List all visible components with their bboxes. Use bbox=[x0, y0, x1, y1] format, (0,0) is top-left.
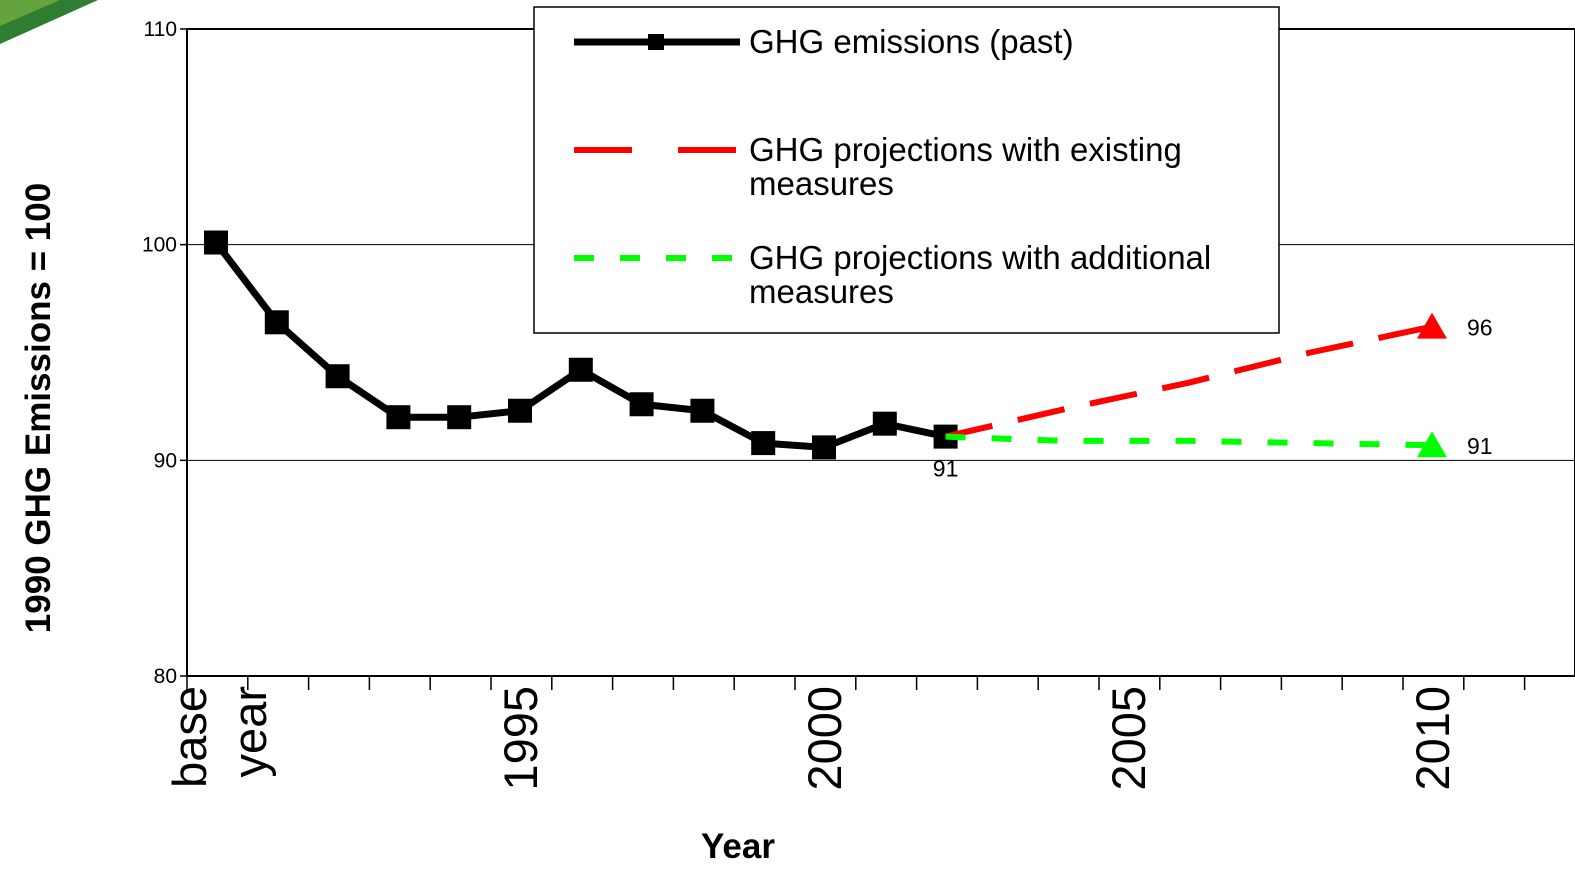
annotations: 91 96 91 bbox=[933, 315, 1493, 482]
value-annotation: 91 bbox=[1467, 433, 1493, 459]
data-point-marker bbox=[690, 398, 715, 423]
series-line-1 bbox=[944, 323, 1433, 440]
corner-logo-highlight bbox=[0, 0, 60, 26]
legend-label-2: GHG projections with additional measures bbox=[749, 239, 1211, 310]
data-point-marker bbox=[325, 364, 350, 389]
data-point-marker bbox=[508, 398, 532, 423]
data-point-marker bbox=[629, 392, 654, 417]
data-point-marker bbox=[812, 435, 836, 460]
data-point-marker bbox=[264, 310, 289, 335]
data-point-marker bbox=[386, 405, 411, 430]
legend-box bbox=[533, 6, 1280, 334]
legend-label-1: GHG projections with existing measures bbox=[749, 131, 1182, 202]
x-tick-label: 2010 bbox=[1406, 686, 1459, 791]
x-tick-label: 2005 bbox=[1102, 686, 1155, 791]
y-tick-label: 110 bbox=[144, 18, 177, 41]
series bbox=[204, 230, 1447, 460]
value-annotation: 91 bbox=[933, 456, 959, 482]
x-tick-label: 2000 bbox=[798, 686, 851, 791]
axes: 80 90 100 110 base year 1995 2000 2005 2010 bbox=[142, 18, 1526, 791]
series-line-2 bbox=[945, 433, 1433, 449]
x-tick-label: 1995 bbox=[494, 686, 547, 791]
legend-label-0: GHG emissions (past) bbox=[749, 23, 1074, 60]
x-axis-title: Year bbox=[701, 827, 775, 866]
x-tick-label: base bbox=[163, 686, 216, 788]
x-tick-label: year bbox=[223, 686, 276, 777]
y-tick-label: 90 bbox=[154, 449, 177, 472]
value-annotation: 96 bbox=[1467, 315, 1493, 341]
endpoint-marker-2 bbox=[1417, 431, 1447, 458]
data-point-marker bbox=[447, 405, 472, 430]
data-point-marker bbox=[751, 431, 776, 456]
data-point-marker bbox=[568, 357, 593, 382]
legend: GHG emissions (past) GHG projections with… bbox=[533, 6, 1280, 334]
y-tick-label: 100 bbox=[142, 234, 177, 257]
data-point-marker bbox=[204, 230, 228, 255]
endpoint-marker-1 bbox=[1417, 312, 1447, 339]
data-point-marker bbox=[872, 411, 897, 436]
y-axis-title: 1990 GHG Emissions = 100 bbox=[19, 183, 58, 633]
y-tick-label: 80 bbox=[154, 665, 177, 688]
legend-marker bbox=[648, 34, 664, 50]
